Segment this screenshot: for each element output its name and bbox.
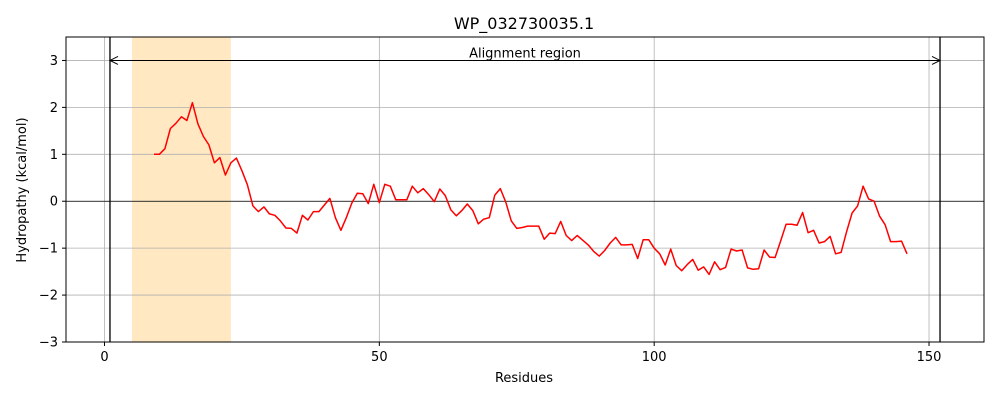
y-tick-label: 2 (50, 101, 58, 116)
y-tick-label: 0 (50, 195, 58, 210)
x-tick-label: 100 (642, 350, 667, 365)
annotation-label: Alignment region (469, 46, 581, 61)
x-tick-label: 50 (371, 350, 388, 365)
y-tick-label: −2 (39, 289, 58, 304)
x-tick-label: 0 (100, 350, 108, 365)
y-axis-label: Hydropathy (kcal/mol) (15, 117, 30, 262)
y-axis-ticks: −3 −2 −1 0 1 2 3 (39, 54, 66, 351)
chart-title: WP_032730035.1 (454, 14, 594, 34)
alignment-annotation: Alignment region (108, 46, 942, 65)
highlight-band (131, 37, 231, 342)
x-tick-label: 150 (917, 350, 942, 365)
hydropathy-line (154, 101, 908, 276)
annotation-arrowhead-left (108, 56, 119, 65)
y-tick-label: 3 (50, 54, 58, 69)
highlight-region (131, 37, 231, 342)
annotation-arrowhead-right (931, 56, 942, 65)
x-axis-ticks: 0 50 100 150 (100, 342, 941, 365)
y-tick-label: −1 (39, 242, 58, 257)
alignment-boundaries (109, 37, 941, 342)
hydropathy-series (154, 101, 908, 276)
x-axis-label: Residues (495, 371, 553, 386)
y-tick-label: −3 (39, 336, 58, 351)
plot-frame (65, 36, 985, 343)
y-tick-label: 1 (50, 148, 58, 163)
